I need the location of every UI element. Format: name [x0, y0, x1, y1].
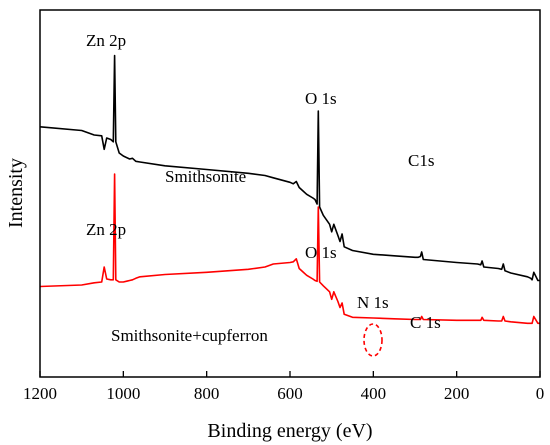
x-tick-label: 1000 — [106, 384, 140, 403]
annotation-smithsonite-cupferron: Smithsonite+cupferron — [111, 326, 268, 345]
x-axis-title: Binding energy (eV) — [207, 420, 372, 442]
series-line-0 — [39, 54, 540, 282]
series-layer — [39, 54, 540, 325]
annotation-zn2p-top: Zn 2p — [86, 31, 126, 50]
annotation-c1s-bottom: C 1s — [410, 313, 441, 332]
x-tick-label: 600 — [277, 384, 303, 403]
annotation-n1s: N 1s — [357, 293, 389, 312]
series-line-1 — [39, 173, 540, 325]
x-tick-label: 1200 — [23, 384, 57, 403]
annotation-o1s-bottom: O 1s — [305, 243, 337, 262]
annotation-o1s-top: O 1s — [305, 89, 337, 108]
x-tick-label: 0 — [536, 384, 545, 403]
annotation-smithsonite: Smithsonite — [165, 167, 246, 186]
n1s-highlight-circle — [363, 323, 383, 357]
x-tick-label: 800 — [194, 384, 220, 403]
annotation-zn2p-bottom: Zn 2p — [86, 220, 126, 239]
annotation-c1s-top: C1s — [408, 151, 434, 170]
x-tick-label: 400 — [361, 384, 387, 403]
x-tick-label: 200 — [444, 384, 470, 403]
y-axis-title: Intensity — [5, 158, 27, 228]
x-axis-ticks: 1200 1000 800 600 400 200 0 — [23, 371, 544, 403]
